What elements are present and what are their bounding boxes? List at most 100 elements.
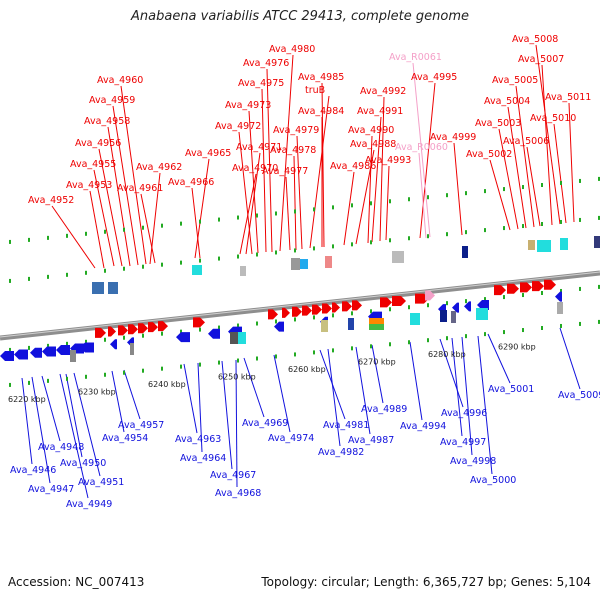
reverse-gene-label: Ava_5001 (488, 384, 534, 395)
forward-leader-line (51, 205, 96, 269)
forward-gene-arrow (312, 304, 322, 315)
reverse-gene-label: Ava_4954 (102, 433, 148, 444)
reverse-gene-arrow (14, 349, 28, 360)
forward-gene-label: Ava_4962 (136, 162, 182, 173)
forward-leader-line (367, 135, 373, 244)
reverse-leader-line (183, 363, 198, 434)
block-feature (410, 313, 420, 325)
reverse-leader-line (409, 341, 423, 421)
reverse-gene-arrow (208, 328, 220, 339)
forward-leader-line (112, 105, 139, 266)
forward-leader-line (98, 148, 123, 267)
label-leader-lines (21, 44, 581, 499)
forward-gene-label: Ava_4966 (168, 177, 214, 188)
forward-gene-label: Ava_4990 (348, 125, 394, 136)
forward-gene-label: Ava_5004 (484, 96, 530, 107)
reverse-leader-line (461, 336, 473, 456)
scale-tick-label: 6220 kbp (8, 395, 46, 404)
reverse-leader-line (123, 369, 141, 420)
forward-gene-label: truB (305, 85, 325, 96)
forward-gene-label: Ava_4952 (28, 195, 74, 206)
reverse-gene-label: Ava_4981 (323, 420, 369, 431)
reverse-leader-line (65, 373, 83, 458)
reverse-gene-arrow (110, 339, 117, 350)
forward-gene-arrow (532, 281, 544, 292)
reverse-leader-line (477, 335, 493, 475)
forward-leader-line (191, 187, 201, 259)
map-title: Anabaena variabilis ATCC 29413, complete… (131, 9, 469, 24)
forward-gene-label: Ava_5005 (492, 75, 538, 86)
scale-ticks: 6220 kbp 6230 kbp 6240 kbp 6250 kbp 6260 kbp… (8, 343, 536, 404)
forward-leader-line (120, 85, 147, 265)
forward-leader-line (293, 155, 297, 251)
reverse-gene-label: Ava_4996 (441, 408, 487, 419)
block-feature (130, 343, 134, 355)
forward-gene-arrow (322, 303, 332, 314)
scale-tick-label: 6270 kbp (358, 358, 396, 367)
block-feature (451, 311, 456, 323)
forward-gene-label: Ava_4971 (236, 142, 282, 153)
forward-leader-line (385, 165, 390, 241)
reverse-gene-arrow (555, 291, 562, 302)
block-feature (291, 258, 300, 270)
reverse-leader-line (327, 348, 341, 447)
forward-leader-line (343, 171, 355, 246)
forward-gene-label: Ava_4955 (70, 159, 116, 170)
forward-gene-arrow (268, 309, 278, 320)
reverse-leader-line (111, 370, 125, 433)
block-feature (369, 324, 384, 330)
reverse-gene-label: Ava_4946 (10, 465, 56, 476)
forward-gene-label: Ava_5006 (503, 136, 549, 147)
scale-tick-label: 6240 kbp (148, 380, 186, 389)
reverse-gene-label: Ava_4987 (348, 435, 394, 446)
forward-gene-label: Ava_5003 (475, 118, 521, 129)
forward-leader-line (371, 116, 382, 243)
forward-leader-line (526, 146, 541, 227)
block-feature (230, 332, 238, 344)
reverse-leader-line (73, 372, 101, 477)
scale-tick-label: 6290 kbp (498, 343, 536, 352)
dotted-tracks (9, 176, 600, 387)
forward-gene-arrow (544, 279, 556, 290)
forward-gene-label: Ava_R0061 (389, 52, 442, 63)
forward-gene-label: Ava_4976 (243, 58, 289, 69)
forward-gene-label: Ava_4970 (232, 163, 278, 174)
block-feature (560, 238, 568, 250)
forward-gene-arrow (95, 327, 106, 338)
reverse-gene-label: Ava_4951 (78, 477, 124, 488)
reverse-gene-label: Ava_5009 (558, 390, 600, 401)
reverse-gene-label: Ava_4964 (180, 453, 226, 464)
reverse-leader-line (221, 360, 233, 470)
block-feature (70, 350, 76, 362)
forward-leader-line (515, 85, 535, 228)
reverse-gene-arrow (42, 346, 56, 357)
block-feature (238, 332, 246, 344)
reverse-gene-label: Ava_4950 (60, 458, 106, 469)
scale-tick-label: 6280 kbp (428, 350, 466, 359)
forward-gene-label: Ava_4991 (357, 106, 403, 117)
forward-gene-label: Ava_4973 (225, 100, 271, 111)
forward-leader-line (541, 64, 553, 226)
forward-gene-label: Ava_4980 (269, 44, 315, 55)
forward-leader-line (507, 106, 527, 229)
reverse-gene-arrow (80, 342, 94, 353)
reverse-leader-line (451, 337, 463, 437)
forward-gene-arrow (282, 307, 290, 318)
forward-gene-arrow (128, 324, 138, 335)
forward-leader-line (453, 142, 463, 236)
forward-gene-label: Ava_4992 (360, 86, 406, 97)
forward-gene-label: Ava_4958 (84, 116, 130, 127)
forward-gene-arrow (292, 306, 302, 317)
forward-leader-line (489, 159, 511, 231)
block-feature (92, 282, 104, 294)
reverse-leader-line (559, 327, 581, 390)
forward-leader-line (261, 88, 267, 253)
forward-leader-line (412, 62, 431, 238)
reverse-gene-label: Ava_4957 (118, 420, 164, 431)
forward-gene-label: Ava_4985 (298, 72, 344, 83)
forward-gene-arrow (332, 302, 340, 313)
rna-gene-arrow (425, 290, 435, 301)
forward-gene-label: Ava_4979 (273, 125, 319, 136)
reverse-gene-label: Ava_4969 (242, 418, 288, 429)
